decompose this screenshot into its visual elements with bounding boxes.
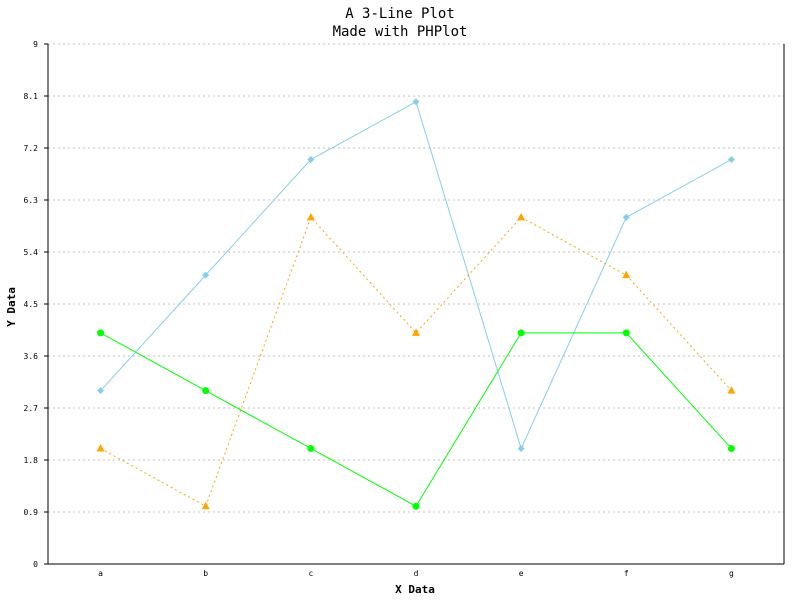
series-2-point xyxy=(96,443,105,452)
series-2-point xyxy=(517,212,526,221)
series-line-2 xyxy=(100,216,732,507)
x-tick-label: d xyxy=(414,569,419,578)
series-1-point xyxy=(202,271,210,279)
y-tick-label: 0 xyxy=(33,560,38,569)
chart-subtitle: Made with PHPlot xyxy=(333,24,468,40)
chart-title: A 3-Line Plot xyxy=(345,6,455,22)
series-1-point xyxy=(412,98,420,106)
series-1-point xyxy=(517,444,525,452)
y-tick-label: 9 xyxy=(33,40,38,49)
series-2-point xyxy=(201,501,210,510)
x-tick-label: c xyxy=(308,569,313,578)
series-2-point xyxy=(727,386,736,394)
x-axis-label: X Data xyxy=(395,583,435,596)
series-3-point xyxy=(202,387,210,395)
y-tick-label: 4.5 xyxy=(24,300,39,309)
y-tick-label: 7.2 xyxy=(24,144,39,153)
y-tick-label: 6.3 xyxy=(24,196,39,205)
series-2-point xyxy=(622,270,631,279)
x-tick-label: e xyxy=(519,569,524,578)
series-1-point xyxy=(727,156,735,164)
x-tick-label: g xyxy=(729,569,734,578)
series-line-3 xyxy=(100,332,732,507)
y-tick-label: 5.4 xyxy=(24,248,39,257)
x-tick-labels: a b c d e f g xyxy=(98,569,734,578)
y-tick-label: 8.1 xyxy=(24,92,39,101)
series-line-1 xyxy=(100,101,732,450)
series-1-point xyxy=(97,387,105,395)
data-markers xyxy=(96,98,736,510)
series-3-point xyxy=(517,329,525,337)
x-tick-label: a xyxy=(98,569,103,578)
y-axis-label: Y Data xyxy=(5,287,18,327)
x-tick-label: f xyxy=(624,569,629,578)
series-3-point xyxy=(412,502,420,510)
y-tick-label: 1.8 xyxy=(24,456,39,465)
series-3-point xyxy=(97,329,105,337)
series-3-point xyxy=(307,444,315,452)
y-tick-labels: 0 0.9 1.8 2.7 3.6 4.5 5.4 6.3 7.2 8.1 9 xyxy=(24,40,39,569)
y-tick-label: 0.9 xyxy=(24,508,39,517)
series-2-point xyxy=(412,328,420,336)
y-tick-label: 2.7 xyxy=(24,404,39,413)
grid-lines xyxy=(48,43,784,513)
series-lines xyxy=(100,101,732,507)
axes xyxy=(44,43,785,565)
x-tick-label: b xyxy=(203,569,208,578)
y-tick-label: 3.6 xyxy=(24,352,39,361)
series-2-point xyxy=(306,212,315,221)
series-3-point xyxy=(622,329,630,337)
series-3-point xyxy=(727,444,735,452)
series-1-point xyxy=(307,156,315,164)
series-1-point xyxy=(622,213,630,221)
